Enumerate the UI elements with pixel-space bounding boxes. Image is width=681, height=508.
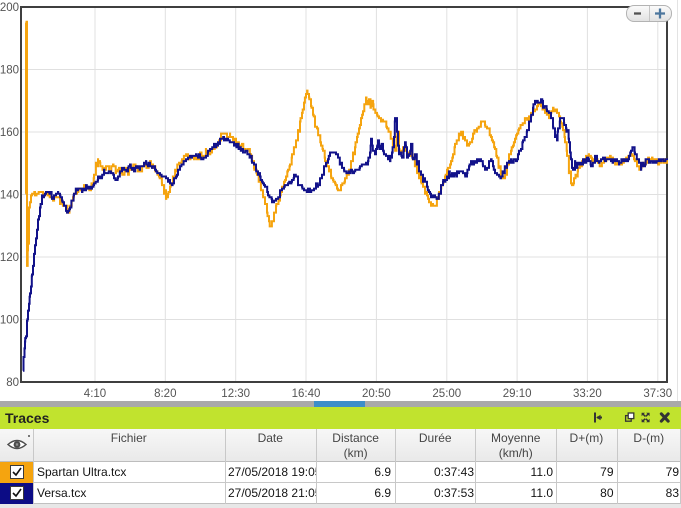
svg-text:140: 140 bbox=[0, 190, 19, 202]
svg-text:160: 160 bbox=[0, 127, 19, 139]
svg-text:8:20: 8:20 bbox=[154, 388, 176, 400]
svg-text:25:00: 25:00 bbox=[432, 388, 461, 400]
svg-text:29:10: 29:10 bbox=[503, 388, 532, 400]
svg-text:4:10: 4:10 bbox=[84, 388, 106, 400]
svg-text:80: 80 bbox=[6, 377, 19, 389]
svg-text:120: 120 bbox=[0, 252, 19, 264]
svg-text:20:50: 20:50 bbox=[362, 388, 391, 400]
svg-text:100: 100 bbox=[0, 315, 19, 327]
svg-text:200: 200 bbox=[0, 2, 19, 14]
svg-text:180: 180 bbox=[0, 65, 19, 77]
svg-text:12:30: 12:30 bbox=[221, 388, 250, 400]
svg-text:16:40: 16:40 bbox=[292, 388, 321, 400]
svg-text:37:30: 37:30 bbox=[643, 388, 672, 400]
svg-text:33:20: 33:20 bbox=[573, 388, 602, 400]
